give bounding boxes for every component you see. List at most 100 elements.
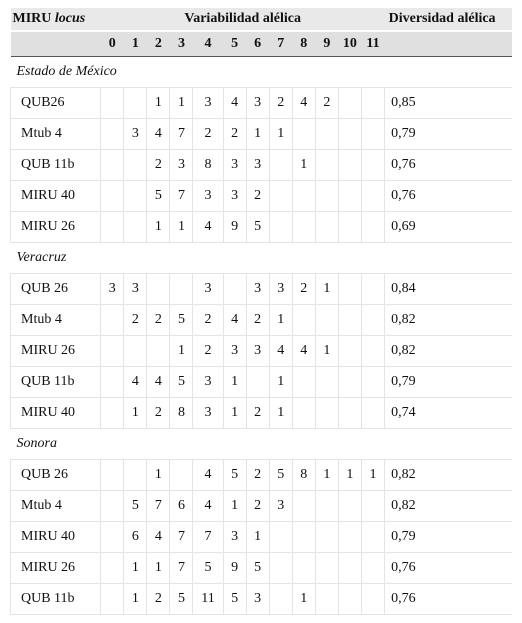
allele-count-cell — [123, 335, 148, 367]
allele-count-cell: 5 — [123, 490, 148, 522]
diversity-cell: 0,69 — [384, 211, 512, 243]
allele-count-cell — [338, 273, 362, 305]
allele-count-cell: 1 — [223, 490, 247, 522]
allele-count-cell — [292, 118, 316, 150]
locus-cell: MIRU 26 — [9, 335, 102, 367]
allele-count-cell: 1 — [123, 583, 148, 615]
allele-count-cell — [361, 211, 386, 243]
diversity-cell: 0,85 — [384, 87, 512, 119]
allele-count-cell — [123, 87, 148, 119]
allele-count-cell: 5 — [169, 583, 194, 615]
table-row: MIRU 26 1 1 7 5 9 5 0,76 — [9, 552, 512, 584]
allele-count-cell: 3 — [169, 149, 194, 181]
allele-count-cell — [100, 87, 125, 119]
allele-count-cell: 3 — [223, 521, 247, 553]
allele-count-cell — [361, 397, 386, 429]
allele-count-cell — [169, 459, 194, 491]
allele-count-cell: 3 — [246, 149, 270, 181]
allele-count-cell — [269, 180, 293, 212]
allele-count-cell: 1 — [292, 149, 316, 181]
allele-number-header: 4 — [192, 31, 224, 57]
locus-cell: QUB 11b — [9, 149, 102, 181]
section-title: Sonora — [10, 428, 512, 460]
allele-count-cell — [100, 118, 125, 150]
allele-number-header: 8 — [292, 31, 316, 57]
allele-count-cell — [338, 180, 362, 212]
allele-count-cell — [100, 366, 125, 398]
allele-count-cell: 7 — [192, 521, 224, 553]
table-row: QUB 11b 4 4 5 3 1 1 0,79 — [9, 366, 512, 398]
allele-count-cell: 2 — [223, 118, 247, 150]
allele-count-cell — [292, 180, 316, 212]
allele-count-cell: 5 — [246, 552, 270, 584]
allele-count-cell — [100, 490, 125, 522]
allele-count-cell — [292, 490, 316, 522]
allele-count-cell — [361, 335, 386, 367]
allele-count-cell: 1 — [169, 87, 194, 119]
allele-count-cell: 1 — [146, 87, 171, 119]
allele-count-cell — [361, 490, 386, 522]
diversity-cell: 0,79 — [384, 366, 512, 398]
allele-count-cell: 3 — [269, 490, 293, 522]
allele-count-cell: 5 — [246, 211, 270, 243]
allele-count-cell — [361, 366, 386, 398]
allele-number-header: 6 — [246, 31, 270, 57]
locus-cell: QUB 26 — [9, 459, 102, 491]
allele-count-cell — [338, 583, 362, 615]
allele-count-cell — [246, 366, 270, 398]
table-row: MIRU 40 5 7 3 3 2 0,76 — [9, 180, 512, 212]
miru-locus-header: MIRU locus — [10, 8, 101, 32]
section-row: Veracruz — [10, 242, 512, 274]
allele-count-cell: 7 — [169, 180, 194, 212]
allele-count-cell — [315, 211, 339, 243]
table-row: Mtub 4 3 4 7 2 2 1 1 0,79 — [9, 118, 512, 150]
allele-count-cell — [100, 211, 125, 243]
allele-count-cell: 2 — [146, 149, 171, 181]
diversity-cell: 0,76 — [384, 583, 512, 615]
allele-count-cell: 4 — [192, 459, 224, 491]
allele-count-cell: 1 — [338, 459, 362, 491]
allele-count-cell: 4 — [223, 87, 247, 119]
allele-count-cell: 1 — [169, 211, 194, 243]
table-row: QUB 26 1 4 5 2 5 8 1 1 1 0,82 — [9, 459, 512, 491]
allele-count-cell — [338, 521, 362, 553]
allele-count-cell: 2 — [315, 87, 339, 119]
allele-count-cell: 2 — [292, 273, 316, 305]
allele-number-row: 0 1 2 3 4 5 6 7 8 9 10 11 — [10, 31, 512, 57]
allele-count-cell: 2 — [192, 304, 224, 336]
allele-count-cell — [100, 180, 125, 212]
variability-header: Variabilidad alélica — [100, 8, 385, 32]
allele-count-cell — [123, 149, 148, 181]
table-row: QUB26 1 1 3 4 3 2 4 2 0,85 — [9, 87, 512, 119]
allele-count-cell — [269, 211, 293, 243]
allele-count-cell: 2 — [246, 304, 270, 336]
allele-count-cell — [100, 583, 125, 615]
allele-count-cell: 1 — [269, 366, 293, 398]
allele-count-cell — [269, 521, 293, 553]
allele-count-cell: 3 — [192, 397, 224, 429]
diversity-cell: 0,74 — [384, 397, 512, 429]
allele-count-cell: 1 — [223, 397, 247, 429]
allele-count-cell — [146, 273, 171, 305]
allele-number-header: 1 — [123, 31, 147, 57]
table-row: Mtub 4 5 7 6 4 1 2 3 0,82 — [9, 490, 512, 522]
locus-cell: Mtub 4 — [9, 118, 102, 150]
section-row: Estado de México — [10, 56, 512, 88]
allele-count-cell: 3 — [246, 273, 270, 305]
allele-count-cell: 1 — [269, 397, 293, 429]
allele-count-cell: 3 — [246, 335, 270, 367]
allele-number-header: 11 — [361, 31, 385, 57]
allele-count-cell — [292, 211, 316, 243]
allele-count-cell: 2 — [246, 180, 270, 212]
allele-count-cell: 2 — [146, 583, 171, 615]
allele-count-cell — [315, 366, 339, 398]
allele-count-cell: 4 — [123, 366, 148, 398]
diversity-header: Diversidad alélica — [384, 8, 512, 32]
allele-count-cell: 5 — [192, 552, 224, 584]
allele-count-cell: 8 — [292, 459, 316, 491]
allele-count-cell — [338, 366, 362, 398]
allele-count-cell: 9 — [223, 211, 247, 243]
allele-count-cell: 2 — [123, 304, 148, 336]
allele-count-cell: 5 — [169, 366, 194, 398]
